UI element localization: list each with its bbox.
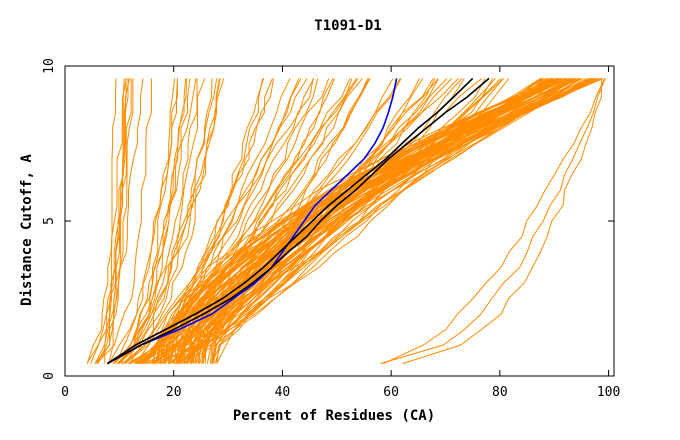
model-curve <box>195 77 573 364</box>
model-curve <box>133 78 302 364</box>
model-curve <box>211 77 604 364</box>
highlight-curve <box>107 77 490 365</box>
model-curve <box>383 78 606 365</box>
model-curve <box>94 78 134 364</box>
model-curve <box>120 78 187 364</box>
model-curve <box>117 78 218 364</box>
x-tick-label: 0 <box>61 385 69 400</box>
model-curve <box>112 78 198 364</box>
x-tick-label: 80 <box>492 385 508 400</box>
model-curve <box>172 77 577 364</box>
model-curve <box>186 77 601 364</box>
model-curve <box>123 78 206 364</box>
x-tick-label: 20 <box>166 385 182 400</box>
y-tick-label: 0 <box>42 372 57 380</box>
model-curve <box>155 77 577 364</box>
model-curve <box>124 78 221 364</box>
model-curve <box>177 77 551 364</box>
chart-title: T1091-D1 <box>314 18 381 34</box>
model-curve <box>159 77 553 364</box>
model-curve <box>191 77 589 364</box>
model-curve <box>128 78 308 364</box>
y-axis-label: Distance Cutoff, A <box>19 154 35 306</box>
model-curve <box>216 78 579 364</box>
highlight-curve <box>106 77 474 365</box>
model-curve <box>90 78 129 364</box>
model-curve <box>113 78 213 364</box>
model-curve <box>135 78 275 364</box>
y-tick-label: 5 <box>42 217 57 225</box>
model-curve <box>152 77 560 364</box>
x-tick-label: 40 <box>275 385 291 400</box>
model-curve <box>402 78 602 365</box>
model-curve <box>142 78 357 364</box>
highlight-curve <box>107 78 398 365</box>
plot-lines <box>86 77 606 365</box>
x-axis-label: Percent of Residues (CA) <box>233 408 435 424</box>
y-tick-label: 10 <box>42 58 57 74</box>
model-curve <box>94 78 144 364</box>
model-curve <box>216 77 574 364</box>
x-tick-label: 100 <box>597 385 620 400</box>
model-curve <box>380 78 606 365</box>
model-curve <box>96 78 127 364</box>
model-curve <box>118 78 220 364</box>
model-curve <box>96 78 152 364</box>
model-curve <box>112 78 191 364</box>
model-curve <box>145 78 291 364</box>
model-curve <box>137 78 265 364</box>
model-curve <box>117 78 178 364</box>
y-axis: 0 5 10 <box>42 58 614 380</box>
x-tick-label: 60 <box>383 385 399 400</box>
model-curve <box>86 78 127 364</box>
model-curve <box>195 77 574 364</box>
model-curve <box>157 77 555 364</box>
x-axis: 0 20 40 60 80 100 <box>61 66 620 400</box>
model-curve <box>160 77 594 364</box>
